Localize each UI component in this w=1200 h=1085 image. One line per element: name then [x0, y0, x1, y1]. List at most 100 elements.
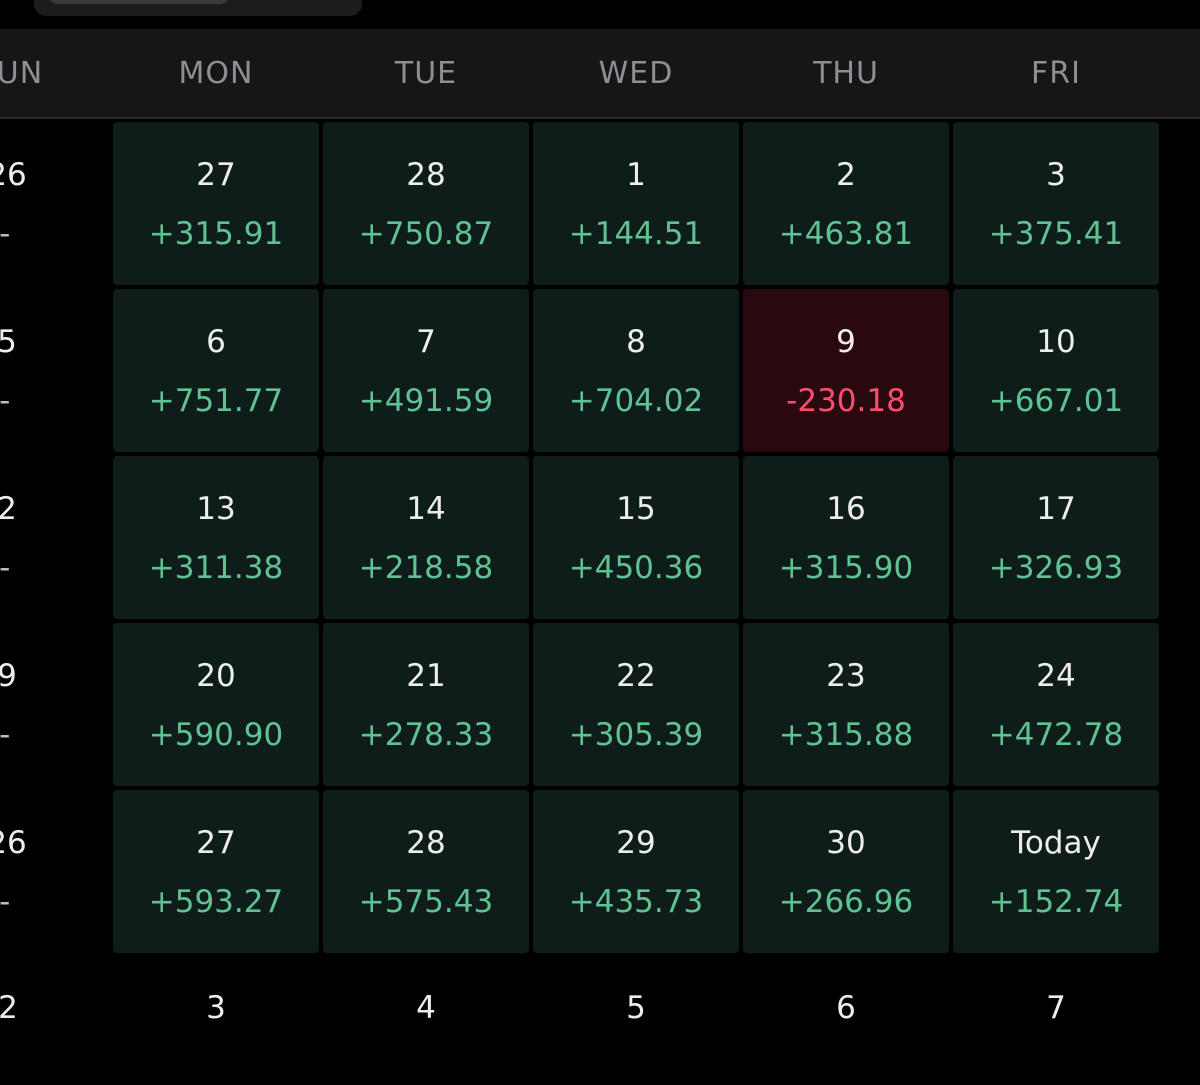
day-pnl-profit: +326.93	[988, 550, 1124, 586]
day-pnl-profit: +305.39	[568, 717, 704, 753]
view-segmented-control[interactable]	[34, 0, 362, 16]
day-pnl-profit: +463.81	[778, 216, 914, 252]
day-number: 16	[826, 491, 866, 527]
day-pnl-profit: +144.51	[568, 216, 704, 252]
next-week-fri[interactable]: 7	[1046, 990, 1066, 1026]
day-cell[interactable]: 28 +575.43	[323, 790, 529, 953]
day-cell[interactable]: 27 +593.27	[113, 790, 319, 953]
day-cell[interactable]: 24 +472.78	[953, 623, 1159, 786]
weekday-header: UN MON TUE WED THU FRI	[0, 29, 1200, 119]
day-pnl-profit: +315.91	[148, 216, 284, 252]
day-number: 14	[406, 491, 446, 527]
day-cell[interactable]: 22 +305.39	[533, 623, 739, 786]
day-pnl-profit: +266.96	[778, 884, 914, 920]
next-week-thu[interactable]: 6	[836, 990, 856, 1026]
day-pnl-profit: +667.01	[988, 383, 1124, 419]
weekday-sun: UN	[0, 55, 44, 91]
sunday-day-number[interactable]: 2	[0, 491, 17, 527]
day-cell[interactable]: 10 +667.01	[953, 289, 1159, 452]
day-pnl-profit: +375.41	[988, 216, 1124, 252]
day-cell[interactable]: 6 +751.77	[113, 289, 319, 452]
weekday-fri: FRI	[1031, 55, 1081, 91]
day-number: 21	[406, 658, 446, 694]
day-pnl-profit: +575.43	[358, 884, 494, 920]
day-cell[interactable]: 15 +450.36	[533, 456, 739, 619]
day-pnl-profit: +491.59	[358, 383, 494, 419]
day-number: 28	[406, 157, 446, 193]
day-number: 8	[626, 324, 646, 360]
day-cell[interactable]: 1 +144.51	[533, 122, 739, 285]
day-pnl-profit: +152.74	[988, 884, 1124, 920]
next-week-tue[interactable]: 4	[416, 990, 436, 1026]
sunday-pnl: --	[0, 550, 11, 586]
day-number: 28	[406, 825, 446, 861]
day-cell[interactable]: 9 -230.18	[743, 289, 949, 452]
day-pnl-profit: +750.87	[358, 216, 494, 252]
day-cell[interactable]: 13 +311.38	[113, 456, 319, 619]
day-number: 17	[1036, 491, 1076, 527]
sunday-pnl: --	[0, 216, 11, 252]
day-number: 29	[616, 825, 656, 861]
day-cell[interactable]: 20 +590.90	[113, 623, 319, 786]
weekday-mon: MON	[178, 55, 254, 91]
day-pnl-profit: +704.02	[568, 383, 704, 419]
day-number: 10	[1036, 324, 1076, 360]
day-pnl-profit: +450.36	[568, 550, 704, 586]
weekday-tue: TUE	[394, 55, 458, 91]
day-number: 27	[196, 157, 236, 193]
next-week-mon[interactable]: 3	[206, 990, 226, 1026]
sunday-pnl: --	[0, 884, 11, 920]
segment-selected[interactable]	[48, 0, 230, 4]
day-cell[interactable]: 16 +315.90	[743, 456, 949, 619]
day-number: 15	[616, 491, 656, 527]
day-number: 7	[416, 324, 436, 360]
day-pnl-profit: +311.38	[148, 550, 284, 586]
sunday-pnl: --	[0, 717, 11, 753]
day-cell[interactable]: 27 +315.91	[113, 122, 319, 285]
day-number: 1	[626, 157, 646, 193]
day-number: 30	[826, 825, 866, 861]
day-pnl-profit: +590.90	[148, 717, 284, 753]
day-cell[interactable]: 2 +463.81	[743, 122, 949, 285]
sunday-day-number[interactable]: 9	[0, 658, 17, 694]
sunday-day-number[interactable]: 5	[0, 324, 17, 360]
next-week-wed[interactable]: 5	[626, 990, 646, 1026]
weekday-wed: WED	[598, 55, 674, 91]
day-number: 9	[836, 324, 856, 360]
day-number: 27	[196, 825, 236, 861]
day-pnl-profit: +315.90	[778, 550, 914, 586]
day-pnl-profit: +218.58	[358, 550, 494, 586]
day-cell[interactable]: 23 +315.88	[743, 623, 949, 786]
day-number: 3	[1046, 157, 1066, 193]
day-cell[interactable]: 29 +435.73	[533, 790, 739, 953]
day-cell[interactable]: 21 +278.33	[323, 623, 529, 786]
day-number: 22	[616, 658, 656, 694]
day-pnl-profit: +472.78	[988, 717, 1124, 753]
sunday-day-number[interactable]: 26	[0, 825, 27, 861]
day-pnl-profit: +593.27	[148, 884, 284, 920]
day-number: Today	[1011, 825, 1101, 861]
day-cell-today[interactable]: Today +152.74	[953, 790, 1159, 953]
weekday-thu: THU	[813, 55, 879, 91]
day-number: 6	[206, 324, 226, 360]
day-number: 20	[196, 658, 236, 694]
day-cell[interactable]: 30 +266.96	[743, 790, 949, 953]
day-number: 13	[196, 491, 236, 527]
day-pnl-loss: -230.18	[786, 383, 906, 419]
day-cell[interactable]: 17 +326.93	[953, 456, 1159, 619]
day-number: 24	[1036, 658, 1076, 694]
day-cell[interactable]: 7 +491.59	[323, 289, 529, 452]
top-bar	[0, 0, 1200, 28]
day-pnl-profit: +435.73	[568, 884, 704, 920]
day-cell[interactable]: 14 +218.58	[323, 456, 529, 619]
day-number: 2	[836, 157, 856, 193]
day-pnl-profit: +278.33	[358, 717, 494, 753]
day-pnl-profit: +315.88	[778, 717, 914, 753]
next-week-sun[interactable]: 2	[0, 990, 18, 1026]
day-cell[interactable]: 8 +704.02	[533, 289, 739, 452]
day-cell[interactable]: 3 +375.41	[953, 122, 1159, 285]
day-cell[interactable]: 28 +750.87	[323, 122, 529, 285]
day-pnl-profit: +751.77	[148, 383, 284, 419]
sunday-pnl: --	[0, 383, 11, 419]
sunday-day-number[interactable]: 26	[0, 157, 27, 193]
